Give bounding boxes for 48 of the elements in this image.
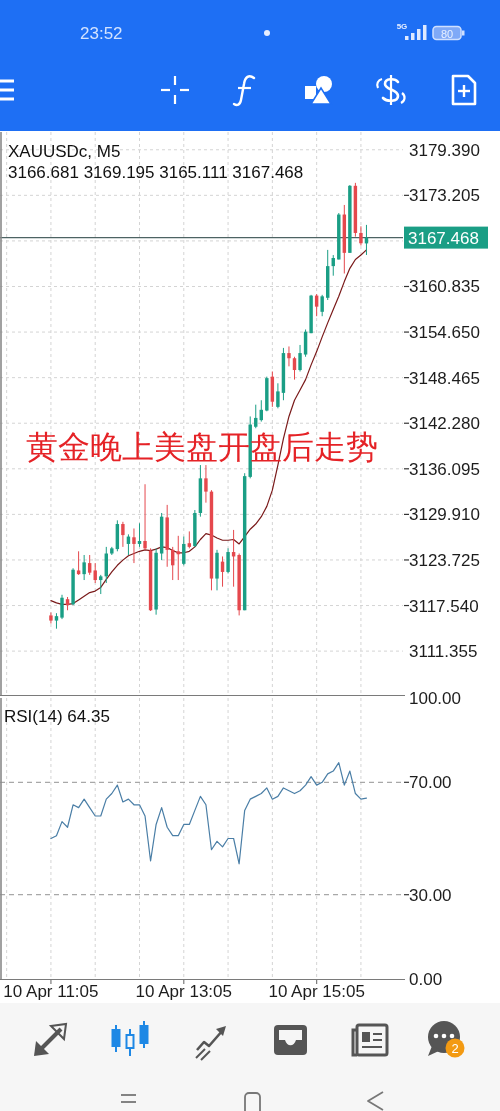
y-tick-label: 3136.095 — [409, 459, 480, 479]
candlestick — [143, 483, 147, 551]
y-tick-label: 3179.390 — [409, 140, 480, 160]
candlestick — [292, 356, 297, 381]
candlestick — [93, 562, 97, 584]
candlestick — [298, 344, 302, 372]
text: 2 — [451, 1041, 459, 1056]
y-tick-label: 3154.650 — [409, 323, 480, 343]
text: 3166.681 3169.195 3165.111 3167.468 — [8, 163, 304, 182]
candlestick — [87, 554, 92, 576]
candlestick — [226, 547, 230, 574]
text: 80 — [440, 27, 454, 40]
candlestick — [276, 382, 280, 409]
candlestick — [359, 225, 363, 246]
y-tick-label: 3148.465 — [409, 368, 480, 388]
y-tick-label: 3142.280 — [409, 414, 480, 434]
candlestick — [254, 404, 258, 429]
candlestick — [60, 594, 64, 620]
candlestick — [204, 464, 208, 504]
x-tick-label: 10 Apr 15:05 — [268, 982, 365, 1001]
x-tick-label: 10 Apr 13:05 — [135, 982, 232, 1001]
y-tick-label: 3173.205 — [409, 186, 480, 206]
candlestick — [99, 574, 103, 595]
line-series — [50, 762, 368, 865]
candlestick — [121, 521, 125, 548]
candlestick — [76, 550, 81, 576]
y-tick-label: 3117.540 — [409, 596, 479, 616]
text: 5G — [396, 22, 408, 31]
text: 23:52 — [80, 24, 123, 43]
candlestick — [137, 522, 142, 548]
y-tick-label: 0.00 — [409, 970, 443, 989]
text: XAUUSDc, M5 — [8, 142, 121, 161]
y-tick-label: 3123.725 — [409, 550, 480, 570]
y-tick-label: 3129.910 — [409, 505, 480, 525]
candlestick — [176, 535, 180, 581]
y-tick-label: 3111.355 — [409, 642, 478, 662]
text: RSI(14) 64.35 — [4, 707, 110, 726]
candlestick — [49, 611, 53, 625]
y-tick-label: 100.00 — [409, 689, 461, 708]
y-tick-label: 70.00 — [409, 773, 452, 793]
candlestick — [132, 527, 136, 564]
candlestick — [287, 345, 291, 367]
y-tick-label: 3160.835 — [409, 277, 480, 297]
ref-line-label: 3167.468 — [408, 228, 479, 248]
candlestick — [320, 294, 324, 317]
y-tick-label: 30.00 — [409, 885, 452, 905]
candlestick — [82, 554, 86, 581]
candlestick — [182, 536, 186, 566]
